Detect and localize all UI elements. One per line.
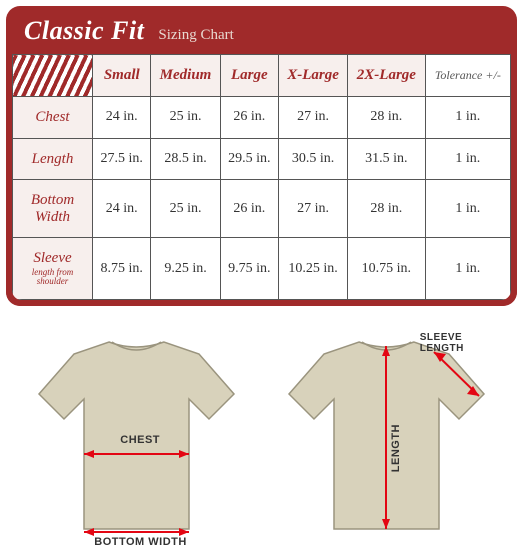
col-2xlarge: 2X-Large <box>348 55 426 97</box>
table-row: Bottom Width24 in.25 in.26 in.27 in.28 i… <box>13 180 511 238</box>
cell-value: 28 in. <box>348 180 426 238</box>
row-label: Length <box>13 138 93 180</box>
bottom-width-label: BOTTOM WIDTH <box>94 536 187 548</box>
shirt-diagram-front: CHEST BOTTOM WIDTH <box>24 324 249 549</box>
diagram-row: CHEST BOTTOM WIDTH LENGTH SLEEVE LENGTH <box>6 324 517 557</box>
cell-value: 9.25 in. <box>151 238 220 300</box>
card-header: Classic Fit Sizing Chart <box>6 6 517 54</box>
length-label: LENGTH <box>390 424 402 472</box>
col-tolerance: Tolerance +/- <box>425 55 510 97</box>
cell-value: 30.5 in. <box>279 138 348 180</box>
cell-value: 24 in. <box>93 97 151 139</box>
cell-value: 27 in. <box>279 180 348 238</box>
cell-value: 10.75 in. <box>348 238 426 300</box>
table-wrap: Small Medium Large X-Large 2X-Large Tole… <box>6 54 517 306</box>
sizing-card: Classic Fit Sizing Chart Small Medium La… <box>6 6 517 306</box>
cell-value: 28.5 in. <box>151 138 220 180</box>
cell-value: 10.25 in. <box>279 238 348 300</box>
cell-value: 8.75 in. <box>93 238 151 300</box>
cell-tolerance: 1 in. <box>425 97 510 139</box>
table-row: Length27.5 in.28.5 in.29.5 in.30.5 in.31… <box>13 138 511 180</box>
cell-value: 29.5 in. <box>220 138 278 180</box>
row-label: Bottom Width <box>13 180 93 238</box>
cell-tolerance: 1 in. <box>425 180 510 238</box>
cell-value: 25 in. <box>151 180 220 238</box>
col-large: Large <box>220 55 278 97</box>
table-row: Chest24 in.25 in.26 in.27 in.28 in.1 in. <box>13 97 511 139</box>
sleeve-length-label: SLEEVE LENGTH <box>420 332 499 354</box>
chest-label: CHEST <box>120 434 160 446</box>
cell-value: 31.5 in. <box>348 138 426 180</box>
col-small: Small <box>93 55 151 97</box>
row-label: Chest <box>13 97 93 139</box>
table-header-row: Small Medium Large X-Large 2X-Large Tole… <box>13 55 511 97</box>
cell-value: 9.75 in. <box>220 238 278 300</box>
row-label: Sleevelength from shoulder <box>13 238 93 300</box>
table-row: Sleevelength from shoulder8.75 in.9.25 i… <box>13 238 511 300</box>
cell-value: 26 in. <box>220 180 278 238</box>
col-xlarge: X-Large <box>279 55 348 97</box>
sizing-table: Small Medium Large X-Large 2X-Large Tole… <box>12 54 511 300</box>
cell-value: 27.5 in. <box>93 138 151 180</box>
cell-value: 25 in. <box>151 97 220 139</box>
shirt-side-icon <box>274 324 499 549</box>
corner-hatch <box>13 55 93 97</box>
cell-value: 26 in. <box>220 97 278 139</box>
cell-value: 27 in. <box>279 97 348 139</box>
col-medium: Medium <box>151 55 220 97</box>
cell-tolerance: 1 in. <box>425 138 510 180</box>
cell-value: 28 in. <box>348 97 426 139</box>
card-subtitle: Sizing Chart <box>158 27 233 44</box>
cell-value: 24 in. <box>93 180 151 238</box>
cell-tolerance: 1 in. <box>425 238 510 300</box>
shirt-diagram-side: LENGTH SLEEVE LENGTH <box>274 324 499 549</box>
card-title: Classic Fit <box>24 16 144 46</box>
